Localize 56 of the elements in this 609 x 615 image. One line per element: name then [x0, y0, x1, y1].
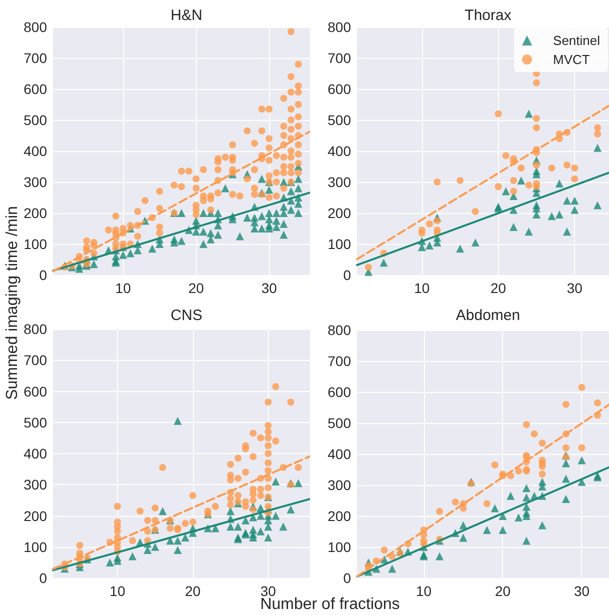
y-tick-label: 700 — [328, 50, 352, 66]
y-tick-label: 400 — [24, 143, 48, 159]
x-tick-label: 10 — [416, 583, 432, 599]
x-tick-label: 20 — [185, 583, 201, 599]
x-tick-label: 20 — [490, 280, 506, 296]
x-tick-label: 10 — [115, 280, 132, 296]
chart-title: Abdomen — [456, 307, 520, 324]
y-tick-label: 800 — [24, 321, 48, 337]
y-tick-label: 100 — [24, 236, 48, 252]
y-tick-label: 200 — [24, 508, 48, 524]
y-tick-label: 300 — [328, 477, 352, 493]
x-tick-label: 20 — [494, 583, 511, 599]
y-tick-label: 400 — [24, 446, 48, 462]
x-tick-label: 20 — [188, 280, 204, 296]
x-tick-label: 30 — [574, 583, 590, 599]
y-tick-label: 500 — [24, 414, 48, 430]
y-tick-label: 0 — [343, 267, 352, 283]
y-tick-label: 700 — [24, 50, 48, 66]
y-tick-label: 800 — [328, 19, 352, 35]
y-tick-label: 0 — [39, 267, 48, 283]
chart-title: H&N — [170, 7, 202, 24]
x-tick-label: 10 — [110, 583, 126, 599]
y-tick-label: 200 — [328, 508, 352, 524]
x-tick-label: 30 — [260, 583, 276, 599]
legend-label: MVCT — [553, 52, 590, 67]
y-tick-label: 100 — [328, 236, 352, 252]
y-tick-label: 0 — [343, 570, 352, 586]
y-tick-label: 500 — [328, 415, 352, 431]
legend-label: Sentinel — [553, 33, 600, 48]
y-tick-label: 600 — [328, 81, 352, 97]
x-axis-title: Number of fractions — [260, 596, 400, 614]
chart-title: Thorax — [464, 7, 512, 24]
x-tick-label: 30 — [566, 280, 583, 296]
y-tick-label: 300 — [24, 174, 48, 190]
x-tick-label: 30 — [261, 280, 278, 296]
x-tick-label: 10 — [414, 280, 430, 296]
y-tick-label: 800 — [328, 322, 352, 338]
y-tick-label: 100 — [24, 538, 48, 555]
y-tick-label: 600 — [328, 384, 352, 400]
y-tick-label: 200 — [328, 205, 352, 221]
y-tick-label: 200 — [24, 205, 48, 221]
y-tick-label: 500 — [328, 112, 352, 128]
y-tick-label: 300 — [328, 174, 352, 190]
y-tick-label: 600 — [24, 383, 48, 400]
y-tick-label: 800 — [24, 19, 48, 35]
y-tick-label: 100 — [328, 539, 352, 555]
y-tick-label: 600 — [24, 81, 48, 97]
chart-title: CNS — [170, 307, 202, 324]
y-axis-title: Summed imaging time /min — [4, 206, 22, 400]
y-tick-label: 500 — [24, 112, 48, 128]
y-tick-label: 300 — [24, 476, 48, 493]
y-tick-label: 400 — [328, 446, 352, 462]
y-tick-label: 700 — [24, 352, 48, 368]
y-tick-label: 400 — [328, 143, 352, 159]
y-tick-label: 0 — [39, 570, 48, 586]
y-tick-label: 700 — [328, 353, 352, 369]
